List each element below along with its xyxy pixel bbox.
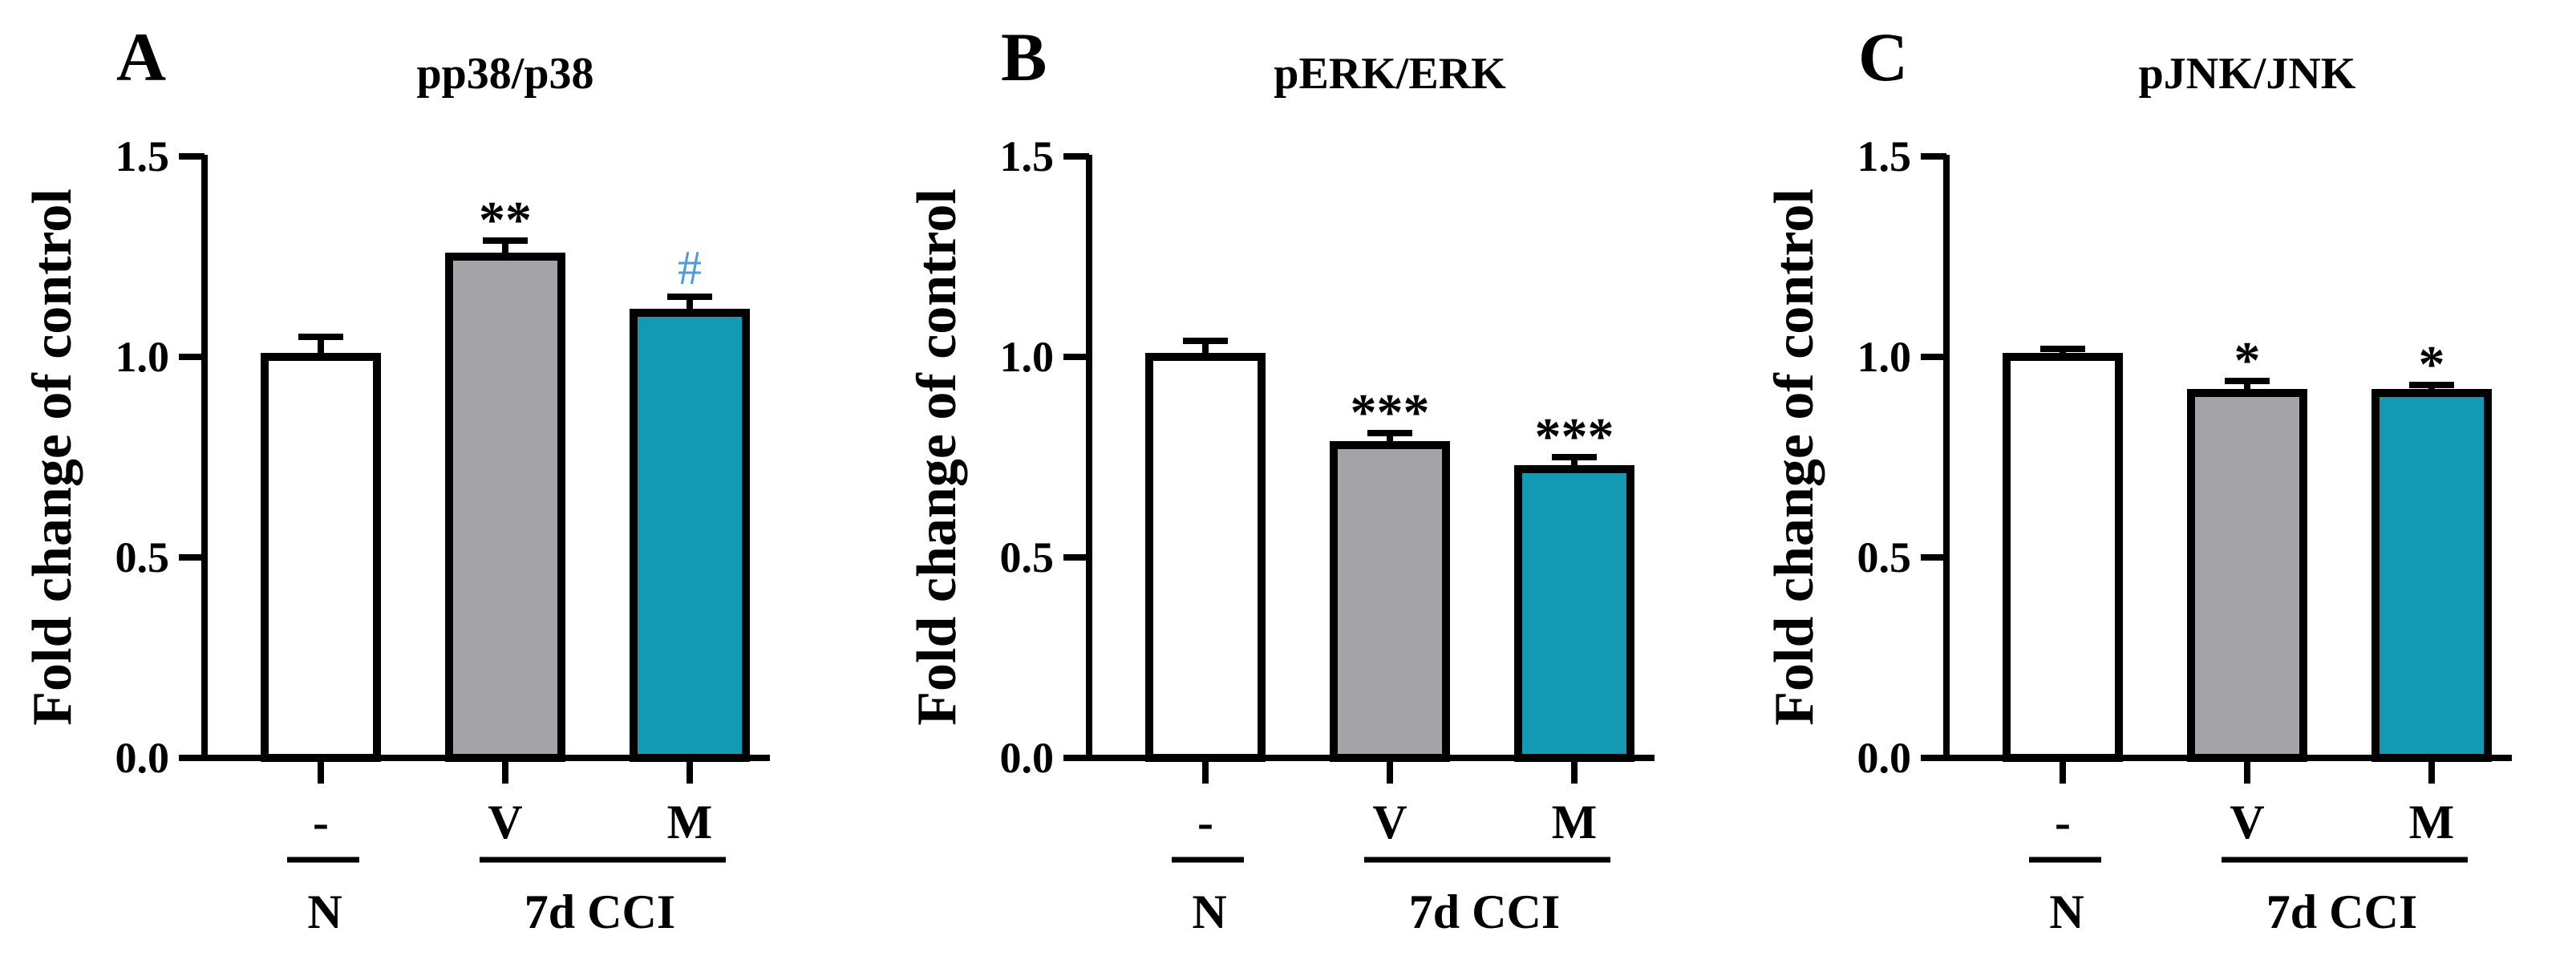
- y-tick-label: 0.5: [115, 533, 170, 581]
- y-axis-label: Fold change of control: [906, 188, 968, 726]
- group-label-n: N: [1192, 885, 1226, 938]
- y-tick-label: 1.5: [1000, 132, 1055, 180]
- y-tick-label: 0.5: [1000, 533, 1055, 581]
- x-tick-label-V: V: [488, 796, 522, 849]
- x-tick-label-V: V: [2230, 796, 2264, 849]
- group-label-n: N: [2049, 885, 2084, 938]
- panel-letter: B: [1001, 18, 1047, 95]
- x-tick-label--: -: [1197, 796, 1213, 849]
- group-label-n: N: [307, 885, 342, 938]
- chart-title: pERK/ERK: [1274, 49, 1506, 99]
- y-axis-label: Fold change of control: [22, 188, 83, 726]
- bar-M: [630, 309, 750, 762]
- y-tick-label: 0.0: [1857, 734, 1912, 782]
- y-tick-label: 0.0: [1000, 734, 1055, 782]
- significance-M: ***: [1535, 407, 1614, 466]
- bar--: [261, 353, 381, 762]
- y-tick-label: 1.5: [115, 132, 170, 180]
- bar-M: [1514, 465, 1634, 762]
- significance-M: *: [2419, 335, 2445, 394]
- y-tick-label: 1.0: [1000, 333, 1055, 381]
- bar-V: [445, 253, 565, 762]
- y-axis-label: Fold change of control: [1764, 188, 1825, 726]
- significance-V: ***: [1351, 383, 1430, 442]
- y-tick-label: 0.5: [1857, 533, 1912, 581]
- panel-letter: C: [1858, 18, 1908, 95]
- chart-title: pp38/p38: [417, 49, 594, 99]
- significance-V: **: [479, 191, 532, 249]
- y-tick-label: 1.5: [1857, 132, 1912, 180]
- group-label-cci: 7d CCI: [1409, 885, 1560, 938]
- x-tick-label-M: M: [667, 796, 713, 849]
- bar--: [1145, 353, 1266, 762]
- y-tick-label: 0.0: [115, 734, 170, 782]
- x-tick-label-M: M: [1552, 796, 1598, 849]
- y-tick-label: 1.0: [115, 333, 170, 381]
- significance-V: *: [2234, 331, 2261, 390]
- panel-letter: A: [116, 18, 166, 95]
- significance-M: #: [678, 241, 702, 294]
- x-tick-label--: -: [2055, 796, 2071, 849]
- group-label-cci: 7d CCI: [2266, 885, 2417, 938]
- x-tick-label-M: M: [2409, 796, 2455, 849]
- bar-M: [2371, 389, 2492, 762]
- chart-title: pJNK/JNK: [2139, 49, 2356, 99]
- y-tick-label: 1.0: [1857, 333, 1912, 381]
- bar--: [2003, 353, 2123, 762]
- group-label-cci: 7d CCI: [525, 885, 675, 938]
- x-tick-label--: -: [313, 796, 329, 849]
- x-tick-label-V: V: [1372, 796, 1407, 849]
- bar-V: [2187, 389, 2307, 762]
- bar-V: [1330, 441, 1450, 762]
